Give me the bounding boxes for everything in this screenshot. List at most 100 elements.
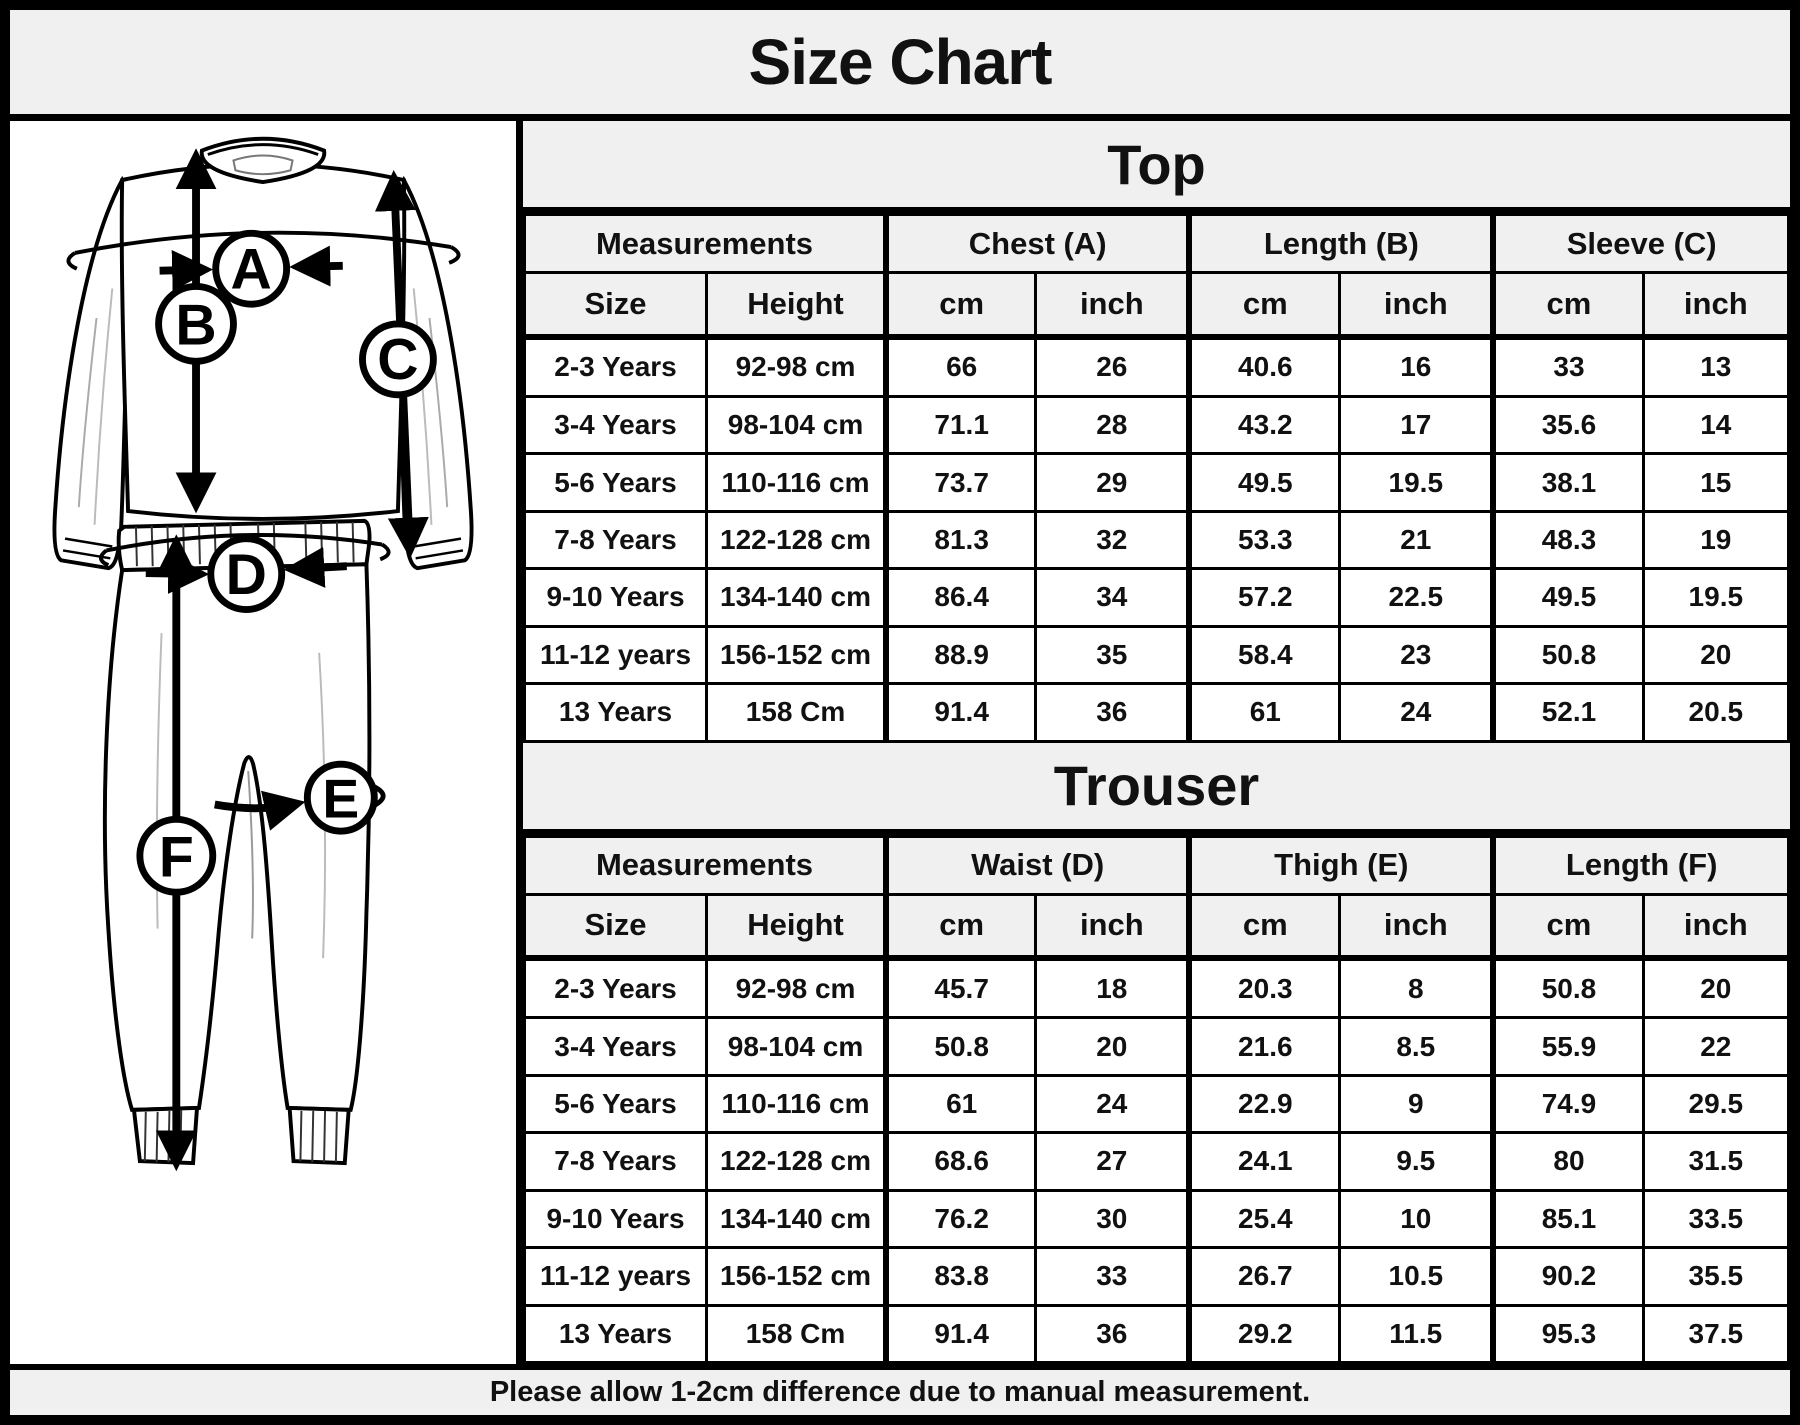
value-cell: 22.5 [1338, 567, 1495, 628]
value-cell: 73.7 [883, 452, 1038, 513]
value-cell: 35.6 [1490, 394, 1645, 456]
column-header: cm [1490, 271, 1645, 340]
value-cell: 30 [1034, 1188, 1191, 1250]
value-cell: 26 [1034, 335, 1191, 398]
column-header: cm [883, 892, 1038, 961]
size-cell: 7-8 Years [522, 509, 709, 571]
value-cell: 29.2 [1186, 1303, 1342, 1364]
value-cell: 18 [1034, 956, 1191, 1020]
value-cell: 35 [1034, 624, 1191, 686]
value-cell: 32 [1034, 509, 1191, 571]
value-cell: 11.5 [1338, 1303, 1495, 1364]
value-cell: 20.3 [1186, 956, 1342, 1020]
value-cell: 29.5 [1641, 1073, 1790, 1135]
value-cell: 57.2 [1186, 567, 1342, 628]
value-cell: 19.5 [1641, 567, 1790, 628]
table-row: 11-12 years 156-152 cm 88.9 35 58.4 23 50.8 20 [522, 624, 1790, 686]
height-cell: 98-104 cm [705, 1016, 888, 1077]
value-cell: 31.5 [1641, 1131, 1790, 1192]
value-cell: 45.7 [883, 956, 1038, 1020]
top-size-table: Measurements Chest (A) Length (B) Sleeve (C… [522, 213, 1790, 743]
value-cell: 28 [1034, 394, 1191, 456]
size-cell: 13 Years [522, 1303, 709, 1364]
value-cell: 24.1 [1186, 1131, 1342, 1192]
height-cell: 98-104 cm [705, 394, 888, 456]
value-cell: 52.1 [1490, 682, 1645, 743]
sub-header-row: Size Height cm inch cm inch cm inch [522, 892, 1790, 961]
section-title-top: Top [523, 121, 1790, 213]
column-header: Size [522, 892, 709, 961]
value-cell: 24 [1034, 1073, 1191, 1135]
trouser-size-table: Measurements Waist (D) Thigh (E) Length (F)… [522, 834, 1790, 1365]
column-header: inch [1034, 892, 1191, 961]
value-cell: 53.3 [1186, 509, 1342, 571]
value-cell: 71.1 [883, 394, 1038, 456]
value-cell: 9.5 [1338, 1131, 1495, 1192]
trouser-size-section: Trouser Measurements Waist (D) Thigh (E) Le… [522, 742, 1790, 1365]
size-cell: 3-4 Years [522, 1016, 709, 1077]
size-cell: 2-3 Years [522, 956, 709, 1020]
label-D: D [207, 535, 286, 613]
label-C-letter: C [377, 328, 418, 392]
column-header: Height [705, 271, 888, 340]
size-cell: 9-10 Years [522, 1188, 709, 1250]
table-row: 3-4 Years 98-104 cm 50.8 20 21.6 8.5 55.9 22 [522, 1016, 1790, 1077]
value-cell: 20 [1034, 1016, 1191, 1077]
group-header-row: Measurements Chest (A) Length (B) Sleeve (C… [523, 213, 1790, 274]
value-cell: 10.5 [1338, 1246, 1495, 1307]
content: A B C [10, 121, 1790, 1364]
value-cell: 61 [883, 1073, 1038, 1135]
value-cell: 35.5 [1641, 1246, 1790, 1307]
footer-note: Please allow 1-2cm difference due to man… [10, 1364, 1790, 1415]
value-cell: 95.3 [1490, 1303, 1645, 1364]
value-cell: 21 [1338, 509, 1495, 571]
value-cell: 16 [1338, 335, 1495, 398]
size-cell: 11-12 years [522, 624, 709, 686]
label-E-letter: E [322, 767, 359, 829]
table-row: 13 Years 158 Cm 91.4 36 61 24 52.1 20.5 [522, 682, 1790, 743]
value-cell: 48.3 [1490, 509, 1645, 571]
size-cell: 9-10 Years [522, 567, 709, 628]
value-cell: 8 [1338, 956, 1495, 1020]
section-title-trouser: Trouser [523, 742, 1790, 835]
value-cell: 50.8 [1490, 956, 1645, 1020]
value-cell: 86.4 [883, 567, 1038, 628]
height-cell: 156-152 cm [705, 624, 888, 686]
column-header: cm [1490, 892, 1645, 961]
value-cell: 20 [1641, 956, 1790, 1020]
value-cell: 74.9 [1490, 1073, 1645, 1135]
group-header: Length (B) [1186, 213, 1495, 274]
value-cell: 88.9 [883, 624, 1038, 686]
value-cell: 10 [1338, 1188, 1495, 1250]
column-header: inch [1641, 892, 1790, 961]
value-cell: 33.5 [1641, 1188, 1790, 1250]
height-cell: 92-98 cm [705, 335, 888, 398]
value-cell: 43.2 [1186, 394, 1342, 456]
label-E: E [303, 760, 378, 835]
height-cell: 134-140 cm [705, 567, 888, 628]
height-cell: 156-152 cm [705, 1246, 888, 1307]
size-cell: 13 Years [522, 682, 709, 743]
trouser-measure-marks: D E F [99, 533, 391, 1172]
value-cell: 36 [1034, 682, 1191, 743]
size-tables: Top Measurements Chest (A) Length (B) Sleev… [522, 121, 1790, 1365]
value-cell: 80 [1490, 1131, 1645, 1192]
label-C: C [359, 320, 437, 399]
value-cell: 19 [1641, 509, 1790, 571]
value-cell: 91.4 [883, 1303, 1038, 1364]
height-cell: 158 Cm [705, 682, 888, 743]
value-cell: 37.5 [1641, 1303, 1790, 1364]
table-row: 5-6 Years 110-116 cm 61 24 22.9 9 74.9 29.5 [522, 1073, 1790, 1135]
column-header: cm [1186, 271, 1342, 340]
value-cell: 15 [1641, 452, 1790, 513]
label-B-letter: B [175, 294, 216, 358]
pajama-sketch-svg: A B C [52, 136, 474, 1172]
table-row: 13 Years 158 Cm 91.4 36 29.2 11.5 95.3 37.5 [522, 1303, 1790, 1364]
value-cell: 49.5 [1186, 452, 1342, 513]
column-header: Size [522, 271, 709, 340]
table-row: 5-6 Years 110-116 cm 73.7 29 49.5 19.5 38.1 15 [522, 452, 1790, 513]
value-cell: 17 [1338, 394, 1495, 456]
value-cell: 23 [1338, 624, 1495, 686]
size-cell: 7-8 Years [522, 1131, 709, 1192]
value-cell: 36 [1034, 1303, 1191, 1364]
